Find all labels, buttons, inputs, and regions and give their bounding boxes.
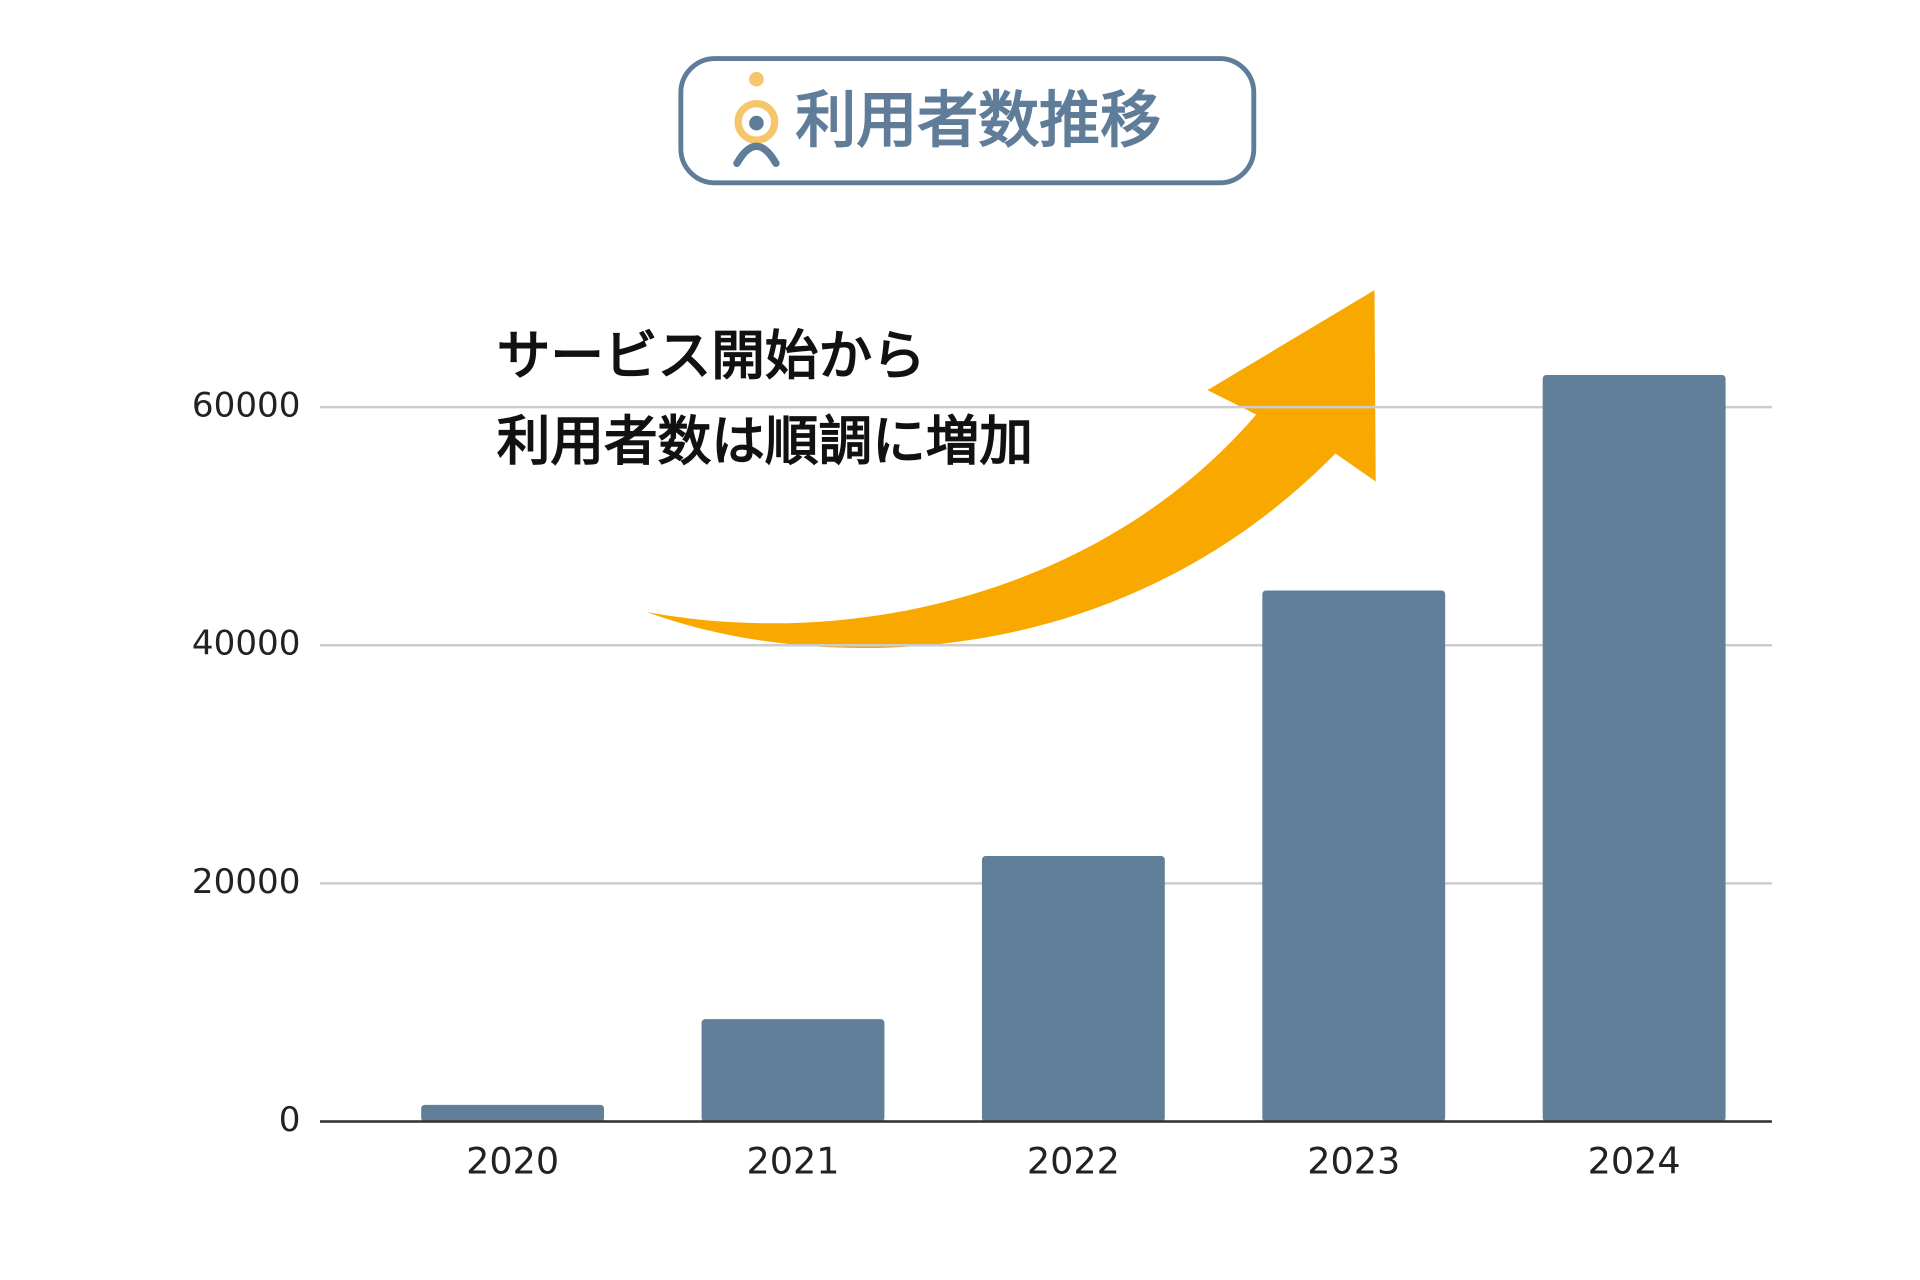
y-tick-label: 60000	[192, 386, 301, 426]
y-tick-label: 0	[279, 1100, 301, 1140]
chart-title: 利用者数推移	[795, 85, 1161, 156]
x-tick-label: 2021	[746, 1139, 839, 1182]
annotation-line: 利用者数は順調に増加	[497, 410, 1033, 473]
annotation-line: サービス開始から	[497, 324, 926, 387]
y-tick-label: 40000	[192, 624, 301, 664]
x-tick-label: 2023	[1307, 1139, 1400, 1182]
bar	[421, 1104, 605, 1122]
bar	[1262, 590, 1446, 1122]
trend-arrow	[646, 290, 1376, 649]
x-tick-label: 2024	[1588, 1139, 1681, 1182]
title-box	[678, 56, 1257, 186]
x-tick-label: 2020	[466, 1139, 559, 1182]
bar	[981, 856, 1165, 1122]
bar	[1542, 374, 1726, 1122]
y-tick-label: 20000	[192, 862, 301, 902]
bar	[701, 1019, 885, 1122]
x-tick-label: 2022	[1027, 1139, 1120, 1182]
title-icon	[733, 71, 780, 168]
